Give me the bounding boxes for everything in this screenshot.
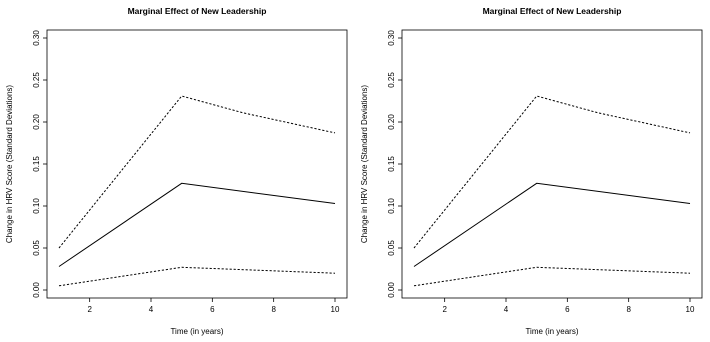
y-tick-label: 0.10 (32, 198, 41, 214)
x-tick-label: 8 (271, 305, 276, 314)
estimate-line (58, 182, 336, 267)
y-tick-label: 0.30 (387, 30, 396, 46)
chart-title: Marginal Effect of New Leadership (128, 6, 267, 16)
x-tick-label: 8 (626, 305, 631, 314)
x-tick-label: 2 (87, 305, 92, 314)
x-tick-label: 10 (331, 305, 340, 314)
y-tick-label: 0.20 (387, 114, 396, 130)
y-tick-label: 0.15 (387, 156, 396, 172)
y-tick-label: 0.00 (32, 282, 41, 298)
y-tick-label: 0.25 (32, 72, 41, 88)
lower-bound-line (413, 266, 691, 287)
y-tick-label: 0.30 (32, 30, 41, 46)
y-tick-label: 0.05 (387, 240, 396, 256)
x-tick-label: 10 (686, 305, 695, 314)
y-tick-label: 0.10 (387, 198, 396, 214)
y-tick-label: 0.00 (387, 282, 396, 298)
y-axis-label: Change in HRV Score (Standard Deviations… (360, 85, 369, 243)
y-axis-label: Change in HRV Score (Standard Deviations… (5, 85, 14, 243)
x-axis-label: Time (in years) (525, 327, 578, 336)
x-tick-label: 4 (149, 305, 154, 314)
lower-bound-line (58, 266, 336, 287)
y-tick-label: 0.20 (32, 114, 41, 130)
chart-panel-right: Marginal Effect of New Leadership 2 4 6 8 10 0… (355, 0, 710, 342)
chart-title: Marginal Effect of New Leadership (483, 6, 622, 16)
plot-frame (401, 29, 703, 299)
estimate-line (413, 182, 691, 267)
x-tick-label: 2 (442, 305, 447, 314)
upper-bound-line (413, 95, 691, 249)
y-tick-label: 0.25 (387, 72, 396, 88)
x-axis-label: Time (in years) (170, 327, 223, 336)
line-chart-left: Marginal Effect of New Leadership 2 4 6 8 10 0… (5, 6, 348, 336)
line-chart-right: Marginal Effect of New Leadership 2 4 6 8 10 0… (360, 6, 703, 336)
y-tick-label: 0.15 (32, 156, 41, 172)
plot-frame (46, 29, 348, 299)
y-tick-label: 0.05 (32, 240, 41, 256)
x-tick-label: 6 (210, 305, 215, 314)
upper-bound-line (58, 95, 336, 249)
chart-panel-left: Marginal Effect of New Leadership 2 4 6 8 10 0… (5, 6, 348, 336)
x-tick-label: 4 (504, 305, 509, 314)
x-tick-label: 6 (565, 305, 570, 314)
